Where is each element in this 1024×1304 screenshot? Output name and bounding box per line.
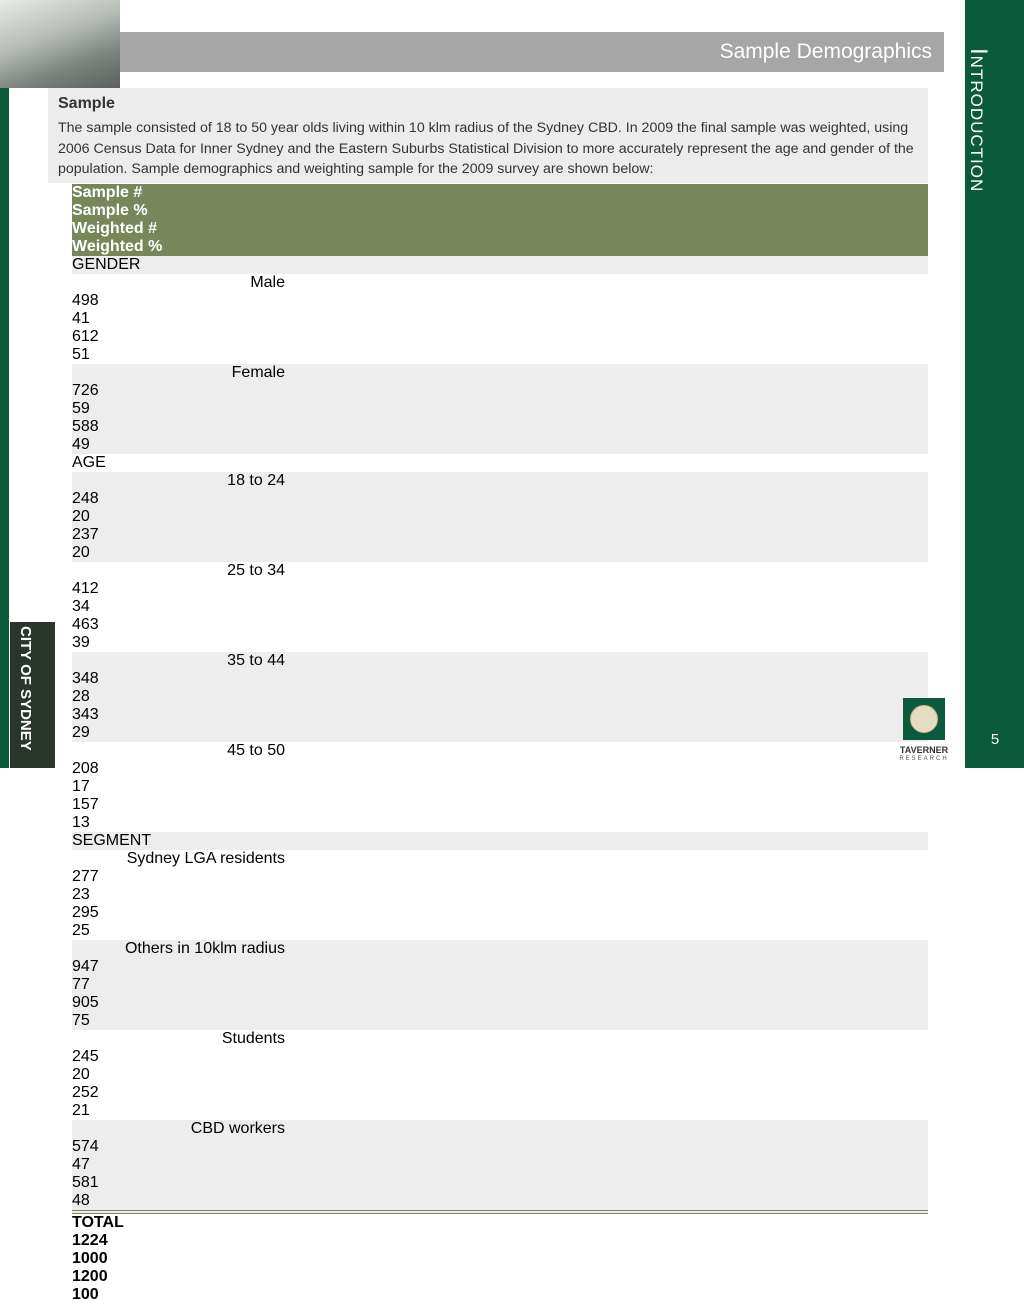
value-cell: 252 — [72, 1084, 99, 1101]
table-row: 45 to 50 208 17 157 13 — [72, 742, 928, 832]
value-cell: 1000 — [72, 1250, 108, 1267]
table-row: CBD workers 574 47 581 48 — [72, 1120, 928, 1214]
value-cell: 237 — [72, 526, 99, 543]
city-logo: CITY OF SYDNEY — [10, 622, 55, 768]
taverner-logo — [903, 698, 945, 740]
intro-text: The sample consisted of 18 to 50 year ol… — [58, 120, 914, 177]
total-label: TOTAL — [72, 1214, 124, 1231]
value-cell: 77 — [72, 976, 90, 993]
row-label: 45 to 50 — [227, 742, 285, 759]
table-row: 25 to 34 412 34 463 39 — [72, 562, 928, 652]
column-header: Sample # — [72, 184, 143, 201]
value-cell: 905 — [72, 994, 99, 1011]
section-label: SEGMENT — [72, 832, 152, 849]
section-label: GENDER — [72, 256, 141, 273]
value-cell: 39 — [72, 634, 90, 651]
page-number: 5 — [990, 731, 1000, 748]
left-strip — [0, 88, 9, 768]
value-cell: 100 — [72, 1286, 99, 1303]
value-cell: 208 — [72, 760, 99, 777]
intro-heading: Sample — [58, 95, 115, 112]
section-label: Introduction — [965, 48, 992, 193]
value-cell: 21 — [72, 1102, 90, 1119]
value-cell: 581 — [72, 1174, 99, 1191]
value-cell: 348 — [72, 670, 99, 687]
column-header: Sample % — [72, 202, 148, 219]
row-label: Others in 10klm radius — [124, 940, 285, 957]
value-cell: 277 — [72, 868, 99, 885]
column-header: Weighted # — [72, 220, 158, 237]
value-cell: 75 — [72, 1012, 90, 1029]
logo-word: CITY — [17, 626, 34, 660]
table-row: Sample # Sample % Weighted # Weighted % — [72, 184, 928, 256]
table-row: AGE — [72, 454, 928, 472]
logo-emblem — [910, 705, 938, 733]
table-row: SEGMENT — [72, 832, 928, 850]
value-cell: 574 — [72, 1138, 99, 1155]
value-cell: 17 — [72, 778, 90, 795]
value-cell: 412 — [72, 580, 99, 597]
value-cell: 947 — [72, 958, 99, 975]
taverner-text: TAVERNER — [899, 745, 949, 755]
value-cell: 588 — [72, 418, 99, 435]
value-cell: 612 — [72, 328, 99, 345]
value-cell: 726 — [72, 382, 99, 399]
value-cell: 48 — [72, 1192, 90, 1209]
value-cell: 245 — [72, 1048, 99, 1065]
row-label: Students — [221, 1030, 285, 1047]
value-cell: 1224 — [72, 1232, 108, 1249]
row-label: 18 to 24 — [227, 472, 285, 489]
value-cell: 25 — [72, 922, 90, 939]
logo-word: OF — [17, 664, 34, 685]
value-cell: 20 — [72, 508, 90, 525]
value-cell: 49 — [72, 436, 90, 453]
value-cell: 343 — [72, 706, 99, 723]
table-row: Male 498 41 612 51 — [72, 274, 928, 364]
table-row: 18 to 24 248 20 237 20 — [72, 472, 928, 562]
side-bar — [963, 0, 1024, 768]
intro-box — [48, 88, 928, 183]
logo-word: SYDNEY — [17, 689, 34, 751]
value-cell: 463 — [72, 616, 99, 633]
table: Sample # Sample % Weighted # Weighted % GEND… — [72, 184, 928, 1304]
value-cell: 28 — [72, 688, 90, 705]
value-cell: 20 — [72, 1066, 90, 1083]
table-row: GENDER — [72, 256, 928, 274]
value-cell: 51 — [72, 346, 90, 363]
photo — [0, 0, 120, 88]
table-row: Female 726 59 588 49 — [72, 364, 928, 454]
section-label: AGE — [72, 454, 106, 471]
value-cell: 498 — [72, 292, 99, 309]
value-cell: 41 — [72, 310, 90, 327]
value-cell: 20 — [72, 544, 90, 561]
value-cell: 34 — [72, 598, 90, 615]
value-cell: 23 — [72, 886, 90, 903]
table-row: Sydney LGA residents 277 23 295 25 — [72, 850, 928, 940]
table-row: TOTAL 1224 1000 1200 100 — [72, 1214, 928, 1304]
row-label: Male — [250, 274, 285, 291]
column-header: Weighted % — [72, 238, 163, 255]
row-label: CBD workers — [190, 1120, 285, 1137]
title: Sample Demographics — [719, 40, 932, 63]
value-cell: 59 — [72, 400, 90, 417]
value-cell: 13 — [72, 814, 90, 831]
research-text: RESEARCH — [899, 756, 949, 762]
value-cell: 47 — [72, 1156, 90, 1173]
value-cell: 29 — [72, 724, 90, 741]
row-label: 35 to 44 — [227, 652, 285, 669]
title-bar — [120, 32, 944, 72]
table-row: Others in 10klm radius 947 77 905 75 — [72, 940, 928, 1030]
value-cell: 248 — [72, 490, 99, 507]
value-cell: 295 — [72, 904, 99, 921]
value-cell: 1200 — [72, 1268, 108, 1285]
table-row: 35 to 44 348 28 343 29 — [72, 652, 928, 742]
city-logo-text: CITY OF SYDNEY — [17, 626, 34, 751]
row-label: 25 to 34 — [227, 562, 285, 579]
row-label: Sydney LGA residents — [126, 850, 285, 867]
row-label: Female — [231, 364, 285, 381]
value-cell: 157 — [72, 796, 99, 813]
table-row: Students 245 20 252 21 — [72, 1030, 928, 1120]
